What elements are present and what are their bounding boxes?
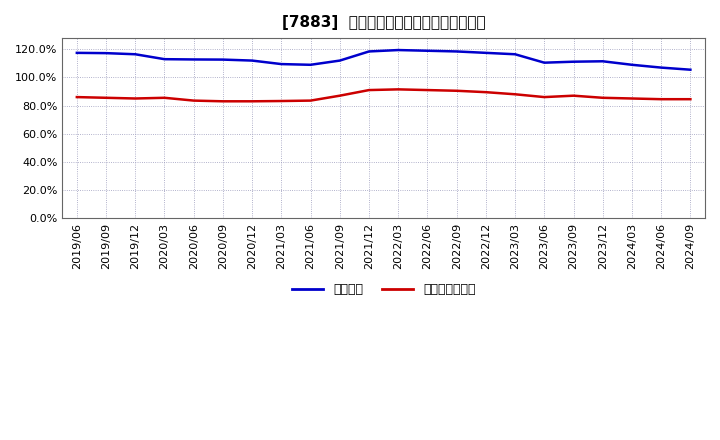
固定比率 [277, 62, 286, 67]
Line: 固定長期適合率: 固定長期適合率 [77, 89, 690, 101]
固定比率 [598, 59, 607, 64]
固定長期適合率 [510, 92, 519, 97]
固定比率 [160, 56, 168, 62]
固定比率 [73, 50, 81, 55]
固定長期適合率 [131, 96, 140, 101]
固定長期適合率 [365, 88, 374, 93]
固定長期適合率 [336, 93, 344, 98]
Line: 固定比率: 固定比率 [77, 50, 690, 70]
固定比率 [306, 62, 315, 67]
固定比率 [570, 59, 578, 64]
固定比率 [628, 62, 636, 67]
固定比率 [423, 48, 432, 53]
固定長期適合率 [570, 93, 578, 98]
固定長期適合率 [73, 95, 81, 100]
固定長期適合率 [394, 87, 402, 92]
固定長期適合率 [540, 95, 549, 100]
固定長期適合率 [452, 88, 461, 93]
固定長期適合率 [423, 88, 432, 93]
固定比率 [131, 51, 140, 57]
固定長期適合率 [657, 96, 665, 102]
固定長期適合率 [686, 96, 695, 102]
Title: [7883]  固定比率、固定長期適合率の推移: [7883] 固定比率、固定長期適合率の推移 [282, 15, 485, 30]
固定比率 [219, 57, 228, 62]
固定比率 [482, 50, 490, 55]
固定比率 [248, 58, 256, 63]
固定長期適合率 [598, 95, 607, 100]
固定長期適合率 [248, 99, 256, 104]
固定長期適合率 [628, 96, 636, 101]
固定比率 [452, 49, 461, 54]
固定比率 [540, 60, 549, 65]
Legend: 固定比率, 固定長期適合率: 固定比率, 固定長期適合率 [287, 279, 480, 301]
固定長期適合率 [277, 99, 286, 104]
固定比率 [510, 51, 519, 57]
固定長期適合率 [219, 99, 228, 104]
固定長期適合率 [482, 89, 490, 95]
固定長期適合率 [306, 98, 315, 103]
固定比率 [336, 58, 344, 63]
固定長期適合率 [189, 98, 198, 103]
固定比率 [686, 67, 695, 72]
固定比率 [189, 57, 198, 62]
固定比率 [102, 51, 110, 56]
固定比率 [365, 49, 374, 54]
固定比率 [657, 65, 665, 70]
固定比率 [394, 48, 402, 53]
固定長期適合率 [102, 95, 110, 100]
固定長期適合率 [160, 95, 168, 100]
